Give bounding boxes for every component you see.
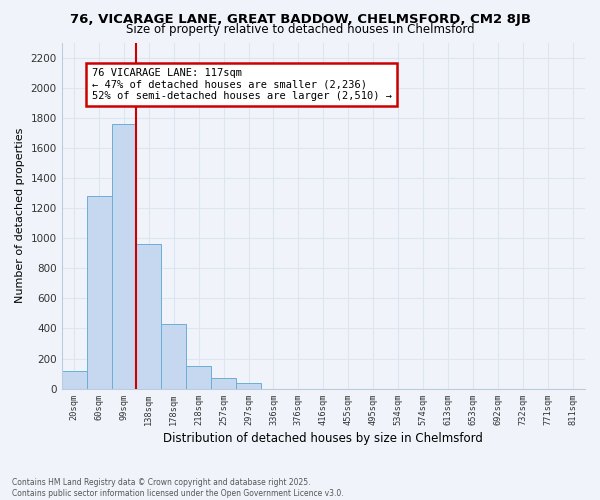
Text: 76 VICARAGE LANE: 117sqm
← 47% of detached houses are smaller (2,236)
52% of sem: 76 VICARAGE LANE: 117sqm ← 47% of detach… bbox=[92, 68, 392, 102]
Bar bbox=[211, 378, 236, 388]
Bar bbox=[62, 372, 86, 388]
Text: Contains HM Land Registry data © Crown copyright and database right 2025.
Contai: Contains HM Land Registry data © Crown c… bbox=[12, 478, 344, 498]
Bar bbox=[86, 196, 112, 388]
Text: 76, VICARAGE LANE, GREAT BADDOW, CHELMSFORD, CM2 8JB: 76, VICARAGE LANE, GREAT BADDOW, CHELMSF… bbox=[70, 12, 530, 26]
Bar bbox=[161, 324, 186, 388]
Bar bbox=[112, 124, 136, 388]
Bar bbox=[236, 384, 261, 388]
Bar bbox=[136, 244, 161, 388]
Bar bbox=[186, 366, 211, 388]
X-axis label: Distribution of detached houses by size in Chelmsford: Distribution of detached houses by size … bbox=[163, 432, 483, 445]
Y-axis label: Number of detached properties: Number of detached properties bbox=[15, 128, 25, 304]
Text: Size of property relative to detached houses in Chelmsford: Size of property relative to detached ho… bbox=[125, 22, 475, 36]
